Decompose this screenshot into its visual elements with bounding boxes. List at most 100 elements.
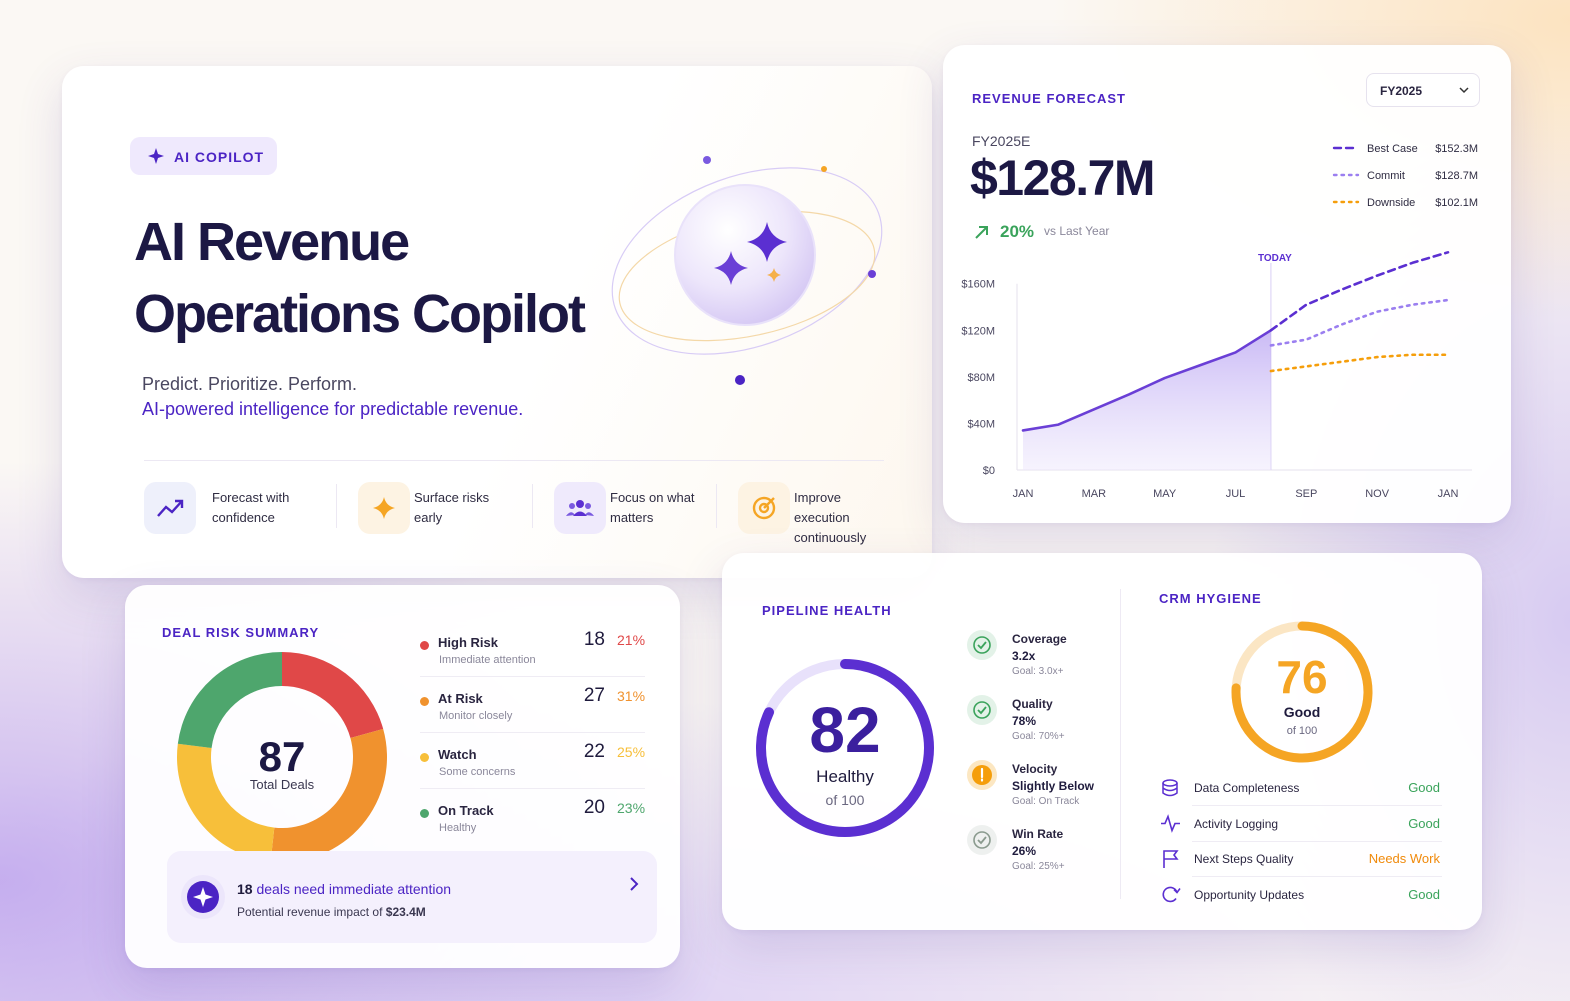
metric-icon-bg [967,695,997,725]
donut-total-label: Total Deals [250,777,315,792]
y-tick-label: $160M [961,279,995,291]
decor-shape [157,500,183,517]
growth-arrow [975,226,988,239]
decor-shape[interactable] [630,877,639,891]
metric-value: 3.2x [1012,649,1036,663]
period-selector[interactable]: FY2025 [1366,73,1480,107]
y-tick-label: $80M [967,372,995,384]
risk-note: Immediate attention [439,654,536,666]
alert-icon[interactable] [179,873,227,921]
forecast-total: $128.7M [970,150,1156,206]
metric-icon-mark [977,641,987,650]
metric-icon [973,831,991,849]
column-divider [1120,589,1121,899]
metric-goal: Goal: On Track [1012,796,1080,807]
alert-box[interactable]: 18 deals need immediate attention Potent… [167,851,657,943]
deal-risk-card: 87 Total Deals DEAL RISK SUMMARY High Ris… [125,585,680,968]
crm-item-name: Next Steps Quality [1194,852,1294,866]
gauge-score: 76 [1276,651,1327,703]
decor-shape[interactable] [1459,87,1469,94]
feature: Improve execution continuously [738,482,928,545]
metric-value: 26% [1012,844,1037,858]
feature-text: Forecast with confidence [212,490,290,525]
metric-name: Velocity [1012,762,1058,776]
risk-dot [420,697,429,706]
decor-shape [1161,814,1180,833]
alert-count[interactable]: 18 [237,881,253,897]
risk-note: Healthy [439,822,477,834]
crm-icon [1163,850,1179,868]
decor-shape [763,497,775,509]
caret[interactable] [1459,87,1469,95]
orbit-dot [868,270,876,278]
metric-goal: Goal: 70%+ [1012,731,1065,742]
decor-shape [569,503,575,509]
period-selector-text[interactable]: FY2025 [1380,84,1423,98]
metric-name: Quality [1012,697,1053,711]
legend-value: $152.3M [1435,143,1478,155]
gauge-scale: of 100 [826,792,865,808]
forecast-chart: $0 $40M $80M $120M $160M JAN MAR MAY JUL SEP NOV JA… [961,143,1478,500]
gauge-scale: of 100 [1287,725,1318,737]
chevron[interactable] [629,877,639,891]
feature-divider [336,484,337,528]
risk-count: 27 [583,685,605,706]
feature-text: Improve execution continuously [794,490,867,545]
metric-icon-bg [967,825,997,855]
feature-text: Surface risks early [414,490,490,525]
feature-divider [716,484,717,528]
decor-shape [175,499,184,508]
card-title: PIPELINE HEALTH [762,603,892,618]
orb-star [767,268,781,282]
divider [144,460,884,461]
decor-shape [758,502,770,514]
crm-icon [1161,814,1180,833]
hero-card: AI COPILOT AI Revenue Operations Copilot… [62,66,932,578]
orb [674,184,816,326]
impact-note[interactable]: Potential revenue impact of [237,905,383,919]
crm-item-name: Activity Logging [1194,816,1279,831]
badge-text: AI COPILOT [174,149,265,165]
series-line [1269,298,1450,347]
x-tick-label: JAN [1013,488,1034,500]
donut-segment [282,652,384,739]
donut-total: 87 [259,733,306,780]
decor-shape [1173,888,1181,894]
risk-dot [420,809,429,818]
crm-icon [1162,779,1178,797]
gauge-arc [1231,621,1373,763]
feature-text: Focus on what matters [610,490,695,525]
metric-name: Coverage [1012,632,1067,646]
row-divider [1192,840,1442,842]
series-line [1269,251,1450,332]
metric-icon-mark [977,706,987,715]
x-tick-label: SEP [1295,488,1317,500]
decor-shape[interactable] [193,887,213,907]
series-line [1021,329,1273,432]
metric-value: 78% [1012,714,1037,728]
donut-segment [270,728,387,862]
orb-star [714,251,748,285]
hero-title-line: Operations Copilot [134,284,586,344]
legend-label: Downside [1367,197,1415,209]
crm-item-status: Good [1408,815,1440,831]
orbit [611,167,883,355]
metric-value: Slightly Below [1012,779,1095,793]
decor-shape [1162,783,1178,797]
decor-shape [566,500,594,516]
risk-percent: 23% [617,800,646,816]
alert-message[interactable]: deals need immediate attention [256,881,452,897]
y-tick-label: $0 [983,465,995,477]
legend-value: $102.1M [1435,197,1478,209]
series-line [1269,353,1450,373]
decor-shape [975,226,988,239]
alert-line[interactable]: 18 deals need immediate attention [237,881,451,897]
alert-impact[interactable]: Potential revenue impact of $23.4M [237,905,426,919]
risk-count: 22 [583,741,605,762]
health-card: 82 Healthy of 100 76 Good of 100 PIPELINE HEA… [722,553,1482,930]
forecast-card: $0 $40M $80M $120M $160M JAN MAR MAY JUL SEP NOV JA… [943,45,1511,523]
impact-value[interactable]: $23.4M [385,905,426,919]
